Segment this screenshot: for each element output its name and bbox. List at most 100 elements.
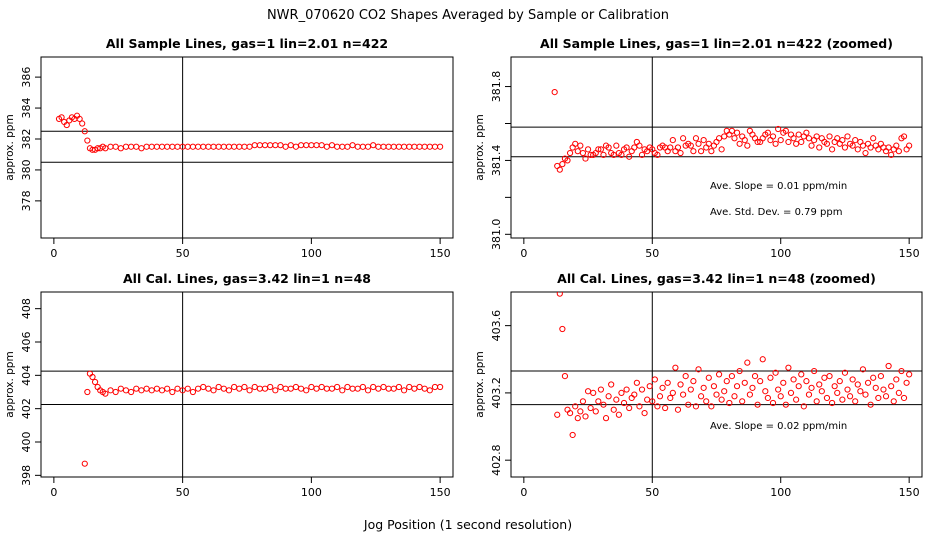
data-point	[277, 142, 284, 149]
panel-title: All Cal. Lines, gas=3.42 lin=1 n=48 (zoo…	[557, 271, 876, 286]
data-point	[785, 364, 792, 371]
data-point	[194, 143, 202, 150]
data-point	[793, 140, 800, 147]
data-point	[870, 135, 877, 142]
data-point	[236, 385, 243, 392]
data-point	[764, 129, 771, 136]
data-point	[421, 143, 428, 150]
data-point	[572, 403, 579, 410]
data-point	[762, 388, 769, 395]
y-tick-label: 398	[20, 465, 33, 486]
data-point	[839, 137, 846, 144]
data-point	[674, 406, 682, 413]
data-point	[767, 374, 774, 381]
data-point	[359, 143, 366, 150]
data-point	[251, 142, 258, 149]
data-point	[200, 383, 207, 391]
data-point	[267, 142, 274, 149]
data-point	[662, 404, 669, 412]
data-point	[370, 383, 377, 391]
data-point	[723, 378, 730, 385]
data-point	[772, 369, 779, 376]
data-point	[375, 385, 382, 392]
data-point	[559, 325, 566, 333]
data-point	[798, 138, 805, 146]
data-point	[836, 140, 843, 147]
data-point	[107, 387, 114, 394]
data-point	[277, 383, 284, 391]
data-point	[708, 148, 715, 155]
data-point	[864, 140, 872, 147]
x-tick-label: 100	[770, 247, 791, 260]
data-point	[615, 411, 622, 418]
data-point	[148, 143, 155, 150]
data-point	[641, 409, 648, 417]
data-point	[421, 385, 428, 392]
data-point	[143, 385, 150, 392]
data-point	[395, 143, 403, 150]
data-point	[654, 403, 661, 410]
data-point	[798, 371, 805, 378]
x-tick-label: 100	[301, 486, 322, 499]
data-point	[751, 372, 759, 380]
panel-1: All Sample Lines, gas=1 lin=2.01 n=422 0 5…	[4, 36, 454, 260]
data-point	[808, 142, 815, 149]
x-tick-label: 50	[645, 247, 659, 260]
data-point	[664, 379, 671, 386]
data-point	[256, 385, 263, 392]
data-point	[323, 143, 330, 150]
data-point	[803, 378, 810, 385]
y-tick-label: 406	[20, 332, 33, 353]
data-point	[767, 137, 774, 144]
data-point	[803, 129, 810, 136]
data-point	[731, 393, 738, 400]
data-point	[194, 385, 202, 392]
data-point	[877, 140, 885, 147]
data-point	[680, 135, 687, 142]
data-point	[823, 394, 831, 402]
data-point	[400, 387, 408, 394]
data-point	[793, 396, 800, 403]
data-point	[76, 115, 83, 122]
data-point	[888, 151, 895, 158]
data-point	[800, 133, 807, 140]
data-point	[158, 143, 166, 150]
data-point	[744, 359, 751, 366]
data-point	[713, 391, 720, 398]
data-point	[834, 389, 841, 397]
data-point	[566, 409, 574, 417]
data-point	[682, 372, 689, 380]
data-point	[584, 146, 592, 153]
data-point	[715, 371, 723, 378]
data-point	[844, 133, 851, 140]
data-point	[626, 153, 633, 160]
data-point	[659, 384, 666, 391]
data-point	[579, 398, 587, 405]
panel-2: All Sample Lines, gas=1 lin=2.01 n=422 (…	[474, 36, 923, 260]
data-point	[882, 393, 890, 400]
data-point	[323, 385, 330, 392]
y-tick-label: 384	[20, 98, 33, 119]
data-point	[636, 142, 643, 149]
data-point	[590, 389, 597, 397]
data-point	[695, 140, 702, 147]
x-tick-label: 50	[176, 247, 190, 260]
data-point	[153, 143, 160, 150]
data-point	[728, 372, 736, 380]
data-point	[282, 143, 289, 150]
data-point	[841, 369, 849, 376]
data-point	[600, 401, 607, 408]
data-point	[189, 143, 197, 150]
data-point	[687, 142, 694, 149]
data-point	[587, 404, 594, 412]
data-point	[903, 146, 910, 153]
data-point	[726, 399, 733, 407]
data-point	[649, 398, 656, 405]
data-point	[813, 133, 820, 140]
data-point	[638, 151, 646, 158]
data-series	[55, 112, 444, 153]
data-point	[787, 389, 795, 397]
data-point	[664, 148, 671, 155]
data-point	[805, 135, 813, 142]
data-point	[631, 144, 638, 151]
